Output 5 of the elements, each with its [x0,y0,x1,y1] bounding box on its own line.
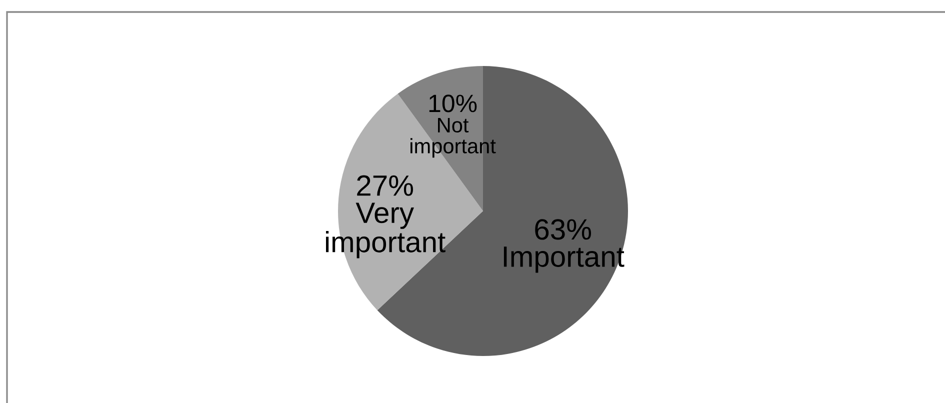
data-label: 27% [357,175,413,196]
data-label: 10% [429,94,477,112]
slice-label: Not important [410,118,496,158]
data-label: 63% [535,219,591,240]
slice-label: Very important [326,202,446,258]
